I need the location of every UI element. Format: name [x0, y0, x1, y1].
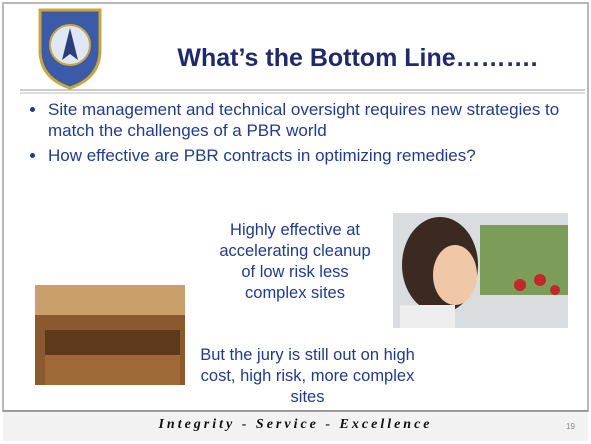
page-number: 19 — [566, 422, 575, 431]
girl-photo — [393, 213, 568, 328]
caption: But the jury is still out on high cost, … — [195, 345, 420, 408]
bullet-item: How effective are PBR contracts in optim… — [48, 145, 568, 166]
jury-photo — [35, 285, 185, 385]
footer-motto: Integrity - Service - Excellence — [0, 417, 591, 433]
slide: What’s the Bottom Line………. Site manageme… — [0, 0, 591, 444]
bullet-text: Site management and technical oversight … — [48, 100, 559, 140]
bullet-text: How effective are PBR contracts in optim… — [48, 146, 476, 165]
caption: Highly effective at accelerating cleanup… — [215, 220, 375, 304]
emblem — [40, 10, 100, 88]
slide-title: What’s the Bottom Line………. — [130, 44, 585, 73]
bullet-item: Site management and technical oversight … — [48, 99, 568, 141]
